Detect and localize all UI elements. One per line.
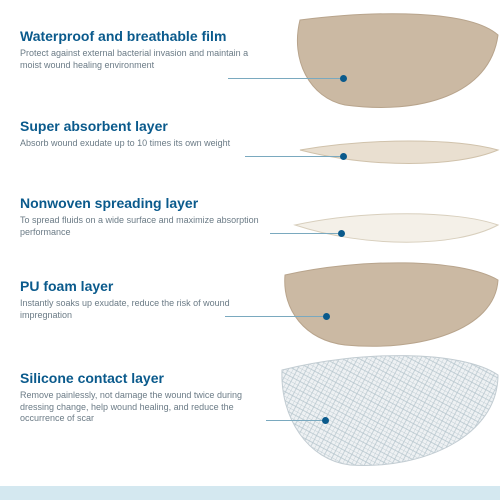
layer-title: Super absorbent layer bbox=[20, 118, 270, 134]
layer-infographic: Waterproof and breathable film Protect a… bbox=[0, 0, 500, 500]
layer-desc: Instantly soaks up exudate, reduce the r… bbox=[20, 298, 270, 321]
leader-line bbox=[270, 233, 338, 234]
layer-desc: Absorb wound exudate up to 10 times its … bbox=[20, 138, 270, 150]
shape-nonwoven bbox=[295, 214, 498, 243]
shape-absorbent bbox=[300, 141, 498, 164]
layer-desc: Protect against external bacterial invas… bbox=[20, 48, 270, 71]
leader-dot bbox=[338, 230, 345, 237]
footer-strip bbox=[0, 486, 500, 500]
layer-title: Waterproof and breathable film bbox=[20, 28, 270, 44]
leader-dot bbox=[340, 75, 347, 82]
leader-dot bbox=[322, 417, 329, 424]
leader-line bbox=[266, 420, 322, 421]
layer-desc: Remove painlessly, not damage the wound … bbox=[20, 390, 270, 425]
shape-film bbox=[297, 14, 498, 108]
shape-pu bbox=[285, 263, 498, 346]
leader-line bbox=[245, 156, 340, 157]
layer-title: Nonwoven spreading layer bbox=[20, 195, 270, 211]
leader-dot bbox=[340, 153, 347, 160]
layer-title: Silicone contact layer bbox=[20, 370, 270, 386]
layer-title: PU foam layer bbox=[20, 278, 270, 294]
shape-silicone bbox=[282, 356, 498, 466]
leader-line bbox=[225, 316, 323, 317]
layer-desc: To spread fluids on a wide surface and m… bbox=[20, 215, 270, 238]
leader-line bbox=[228, 78, 340, 79]
leader-dot bbox=[323, 313, 330, 320]
